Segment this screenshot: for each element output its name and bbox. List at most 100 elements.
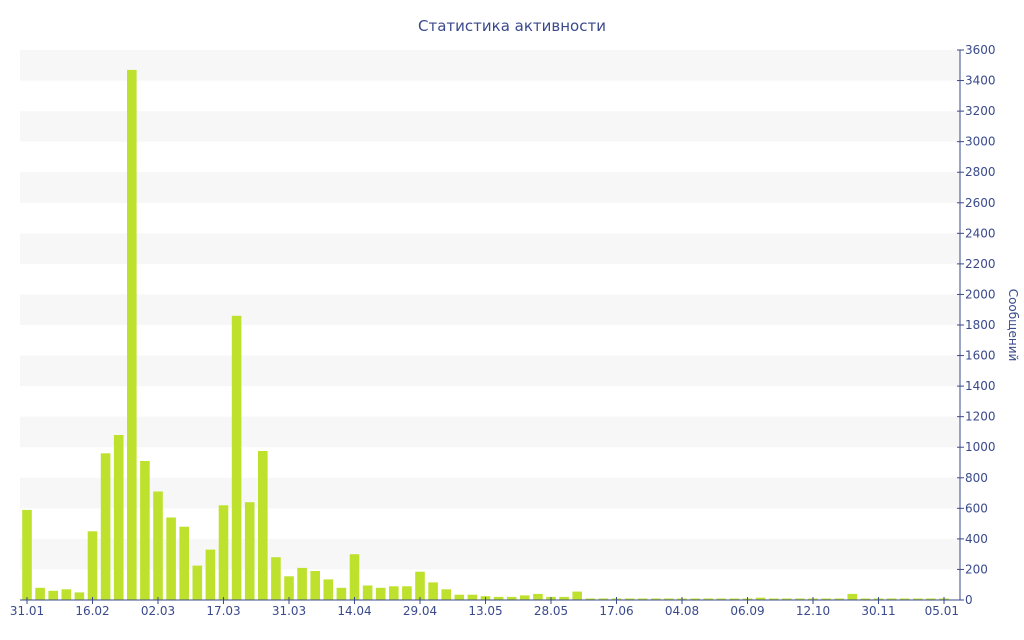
bar bbox=[22, 509, 32, 600]
bar bbox=[271, 557, 281, 600]
x-tick-label: 06.09 bbox=[730, 604, 764, 618]
grid-band bbox=[20, 50, 960, 81]
bar bbox=[821, 598, 831, 600]
bar bbox=[48, 590, 58, 600]
bar bbox=[61, 589, 72, 600]
bar bbox=[127, 69, 137, 600]
bar bbox=[782, 598, 792, 600]
bar bbox=[441, 589, 451, 600]
grid-band bbox=[20, 538, 960, 570]
x-tick-label: 30.11 bbox=[861, 604, 895, 618]
bar bbox=[729, 598, 740, 600]
bar bbox=[690, 598, 700, 600]
y-tick-label: 2000 bbox=[965, 287, 996, 301]
x-tick-label: 13.05 bbox=[468, 604, 502, 618]
bar bbox=[637, 598, 648, 600]
bar bbox=[703, 598, 713, 600]
chart-title: Статистика активности bbox=[418, 17, 606, 35]
bar bbox=[585, 598, 596, 600]
bar bbox=[454, 594, 465, 600]
y-tick-label: 1200 bbox=[965, 410, 996, 424]
bar bbox=[87, 531, 98, 601]
y-tick-label: 2600 bbox=[965, 196, 996, 210]
bar bbox=[755, 597, 766, 600]
bar bbox=[323, 579, 334, 600]
y-tick-label: 2800 bbox=[965, 165, 996, 179]
bar bbox=[768, 598, 779, 600]
bar bbox=[506, 596, 517, 600]
x-tick-label: 12.10 bbox=[796, 604, 830, 618]
bar bbox=[179, 526, 189, 600]
x-tick-label: 04.08 bbox=[665, 604, 699, 618]
x-axis: 31.01 16.02 02.03 17.03 31.03 14.04 29.04 13.05… bbox=[10, 597, 960, 618]
bar bbox=[926, 598, 936, 600]
y-tick-label: 3600 bbox=[965, 43, 996, 57]
x-tick-label: 17.03 bbox=[206, 604, 240, 618]
bar bbox=[467, 594, 478, 600]
bar bbox=[860, 598, 871, 600]
bar bbox=[389, 586, 399, 601]
bar bbox=[205, 549, 216, 600]
bar bbox=[834, 598, 844, 600]
x-tick-label: 02.03 bbox=[141, 604, 175, 618]
y-tick-label: 400 bbox=[965, 532, 988, 546]
bar bbox=[533, 593, 543, 600]
bar bbox=[35, 587, 45, 600]
bar bbox=[218, 505, 229, 600]
y-tick-label: 800 bbox=[965, 471, 988, 485]
y-tick-label: 1600 bbox=[965, 349, 996, 363]
y-axis: 0 200 400 600 800 1000 1200 1400 1600 1800 2000 220… bbox=[957, 43, 996, 607]
y-tick-label: 3200 bbox=[965, 104, 996, 118]
bar bbox=[598, 598, 609, 600]
bar bbox=[559, 596, 569, 600]
y-tick-label: 2400 bbox=[965, 226, 996, 240]
bar bbox=[415, 571, 425, 600]
y-tick-label: 2200 bbox=[965, 257, 996, 271]
y-tick-label: 200 bbox=[965, 562, 988, 576]
bar bbox=[572, 591, 582, 600]
bar bbox=[428, 582, 438, 600]
y-tick-label: 3000 bbox=[965, 135, 996, 149]
y-tick-label: 3400 bbox=[965, 74, 996, 88]
bar bbox=[349, 554, 360, 600]
x-tick-label: 16.02 bbox=[75, 604, 109, 618]
bar bbox=[231, 315, 242, 600]
bar bbox=[795, 598, 805, 600]
bar bbox=[284, 576, 294, 600]
bar bbox=[651, 598, 661, 600]
bar bbox=[624, 598, 635, 600]
bar bbox=[166, 517, 176, 600]
bar bbox=[74, 592, 85, 600]
grid-band bbox=[20, 111, 960, 142]
bar-series bbox=[22, 69, 949, 601]
bar bbox=[113, 435, 124, 600]
y-tick-label: 1400 bbox=[965, 379, 996, 393]
grid-band bbox=[20, 416, 960, 448]
y-tick-label: 1000 bbox=[965, 440, 996, 454]
y-axis-label: Сообщений bbox=[1006, 289, 1020, 362]
grid-band bbox=[20, 294, 960, 325]
bar bbox=[362, 585, 373, 600]
y-tick-label: 1800 bbox=[965, 318, 996, 332]
x-tick-label: 31.01 bbox=[10, 604, 44, 618]
bar bbox=[716, 598, 727, 600]
bar bbox=[913, 598, 923, 600]
y-tick-label: 600 bbox=[965, 501, 988, 515]
x-tick-label: 17.06 bbox=[599, 604, 633, 618]
x-tick-label: 29.04 bbox=[403, 604, 437, 618]
x-tick-label: 14.04 bbox=[337, 604, 371, 618]
bar bbox=[310, 571, 320, 600]
bar bbox=[886, 598, 897, 600]
grid-band bbox=[20, 172, 960, 203]
bar bbox=[520, 595, 530, 600]
bar bbox=[664, 598, 674, 600]
bar bbox=[100, 453, 111, 600]
bar bbox=[899, 598, 910, 600]
grid-band bbox=[20, 233, 960, 264]
x-tick-label: 28.05 bbox=[534, 604, 568, 618]
y-tick-label: 0 bbox=[965, 593, 973, 607]
grid-bands bbox=[20, 50, 960, 570]
bar bbox=[192, 565, 203, 600]
bar bbox=[153, 491, 163, 600]
bar bbox=[244, 502, 255, 600]
